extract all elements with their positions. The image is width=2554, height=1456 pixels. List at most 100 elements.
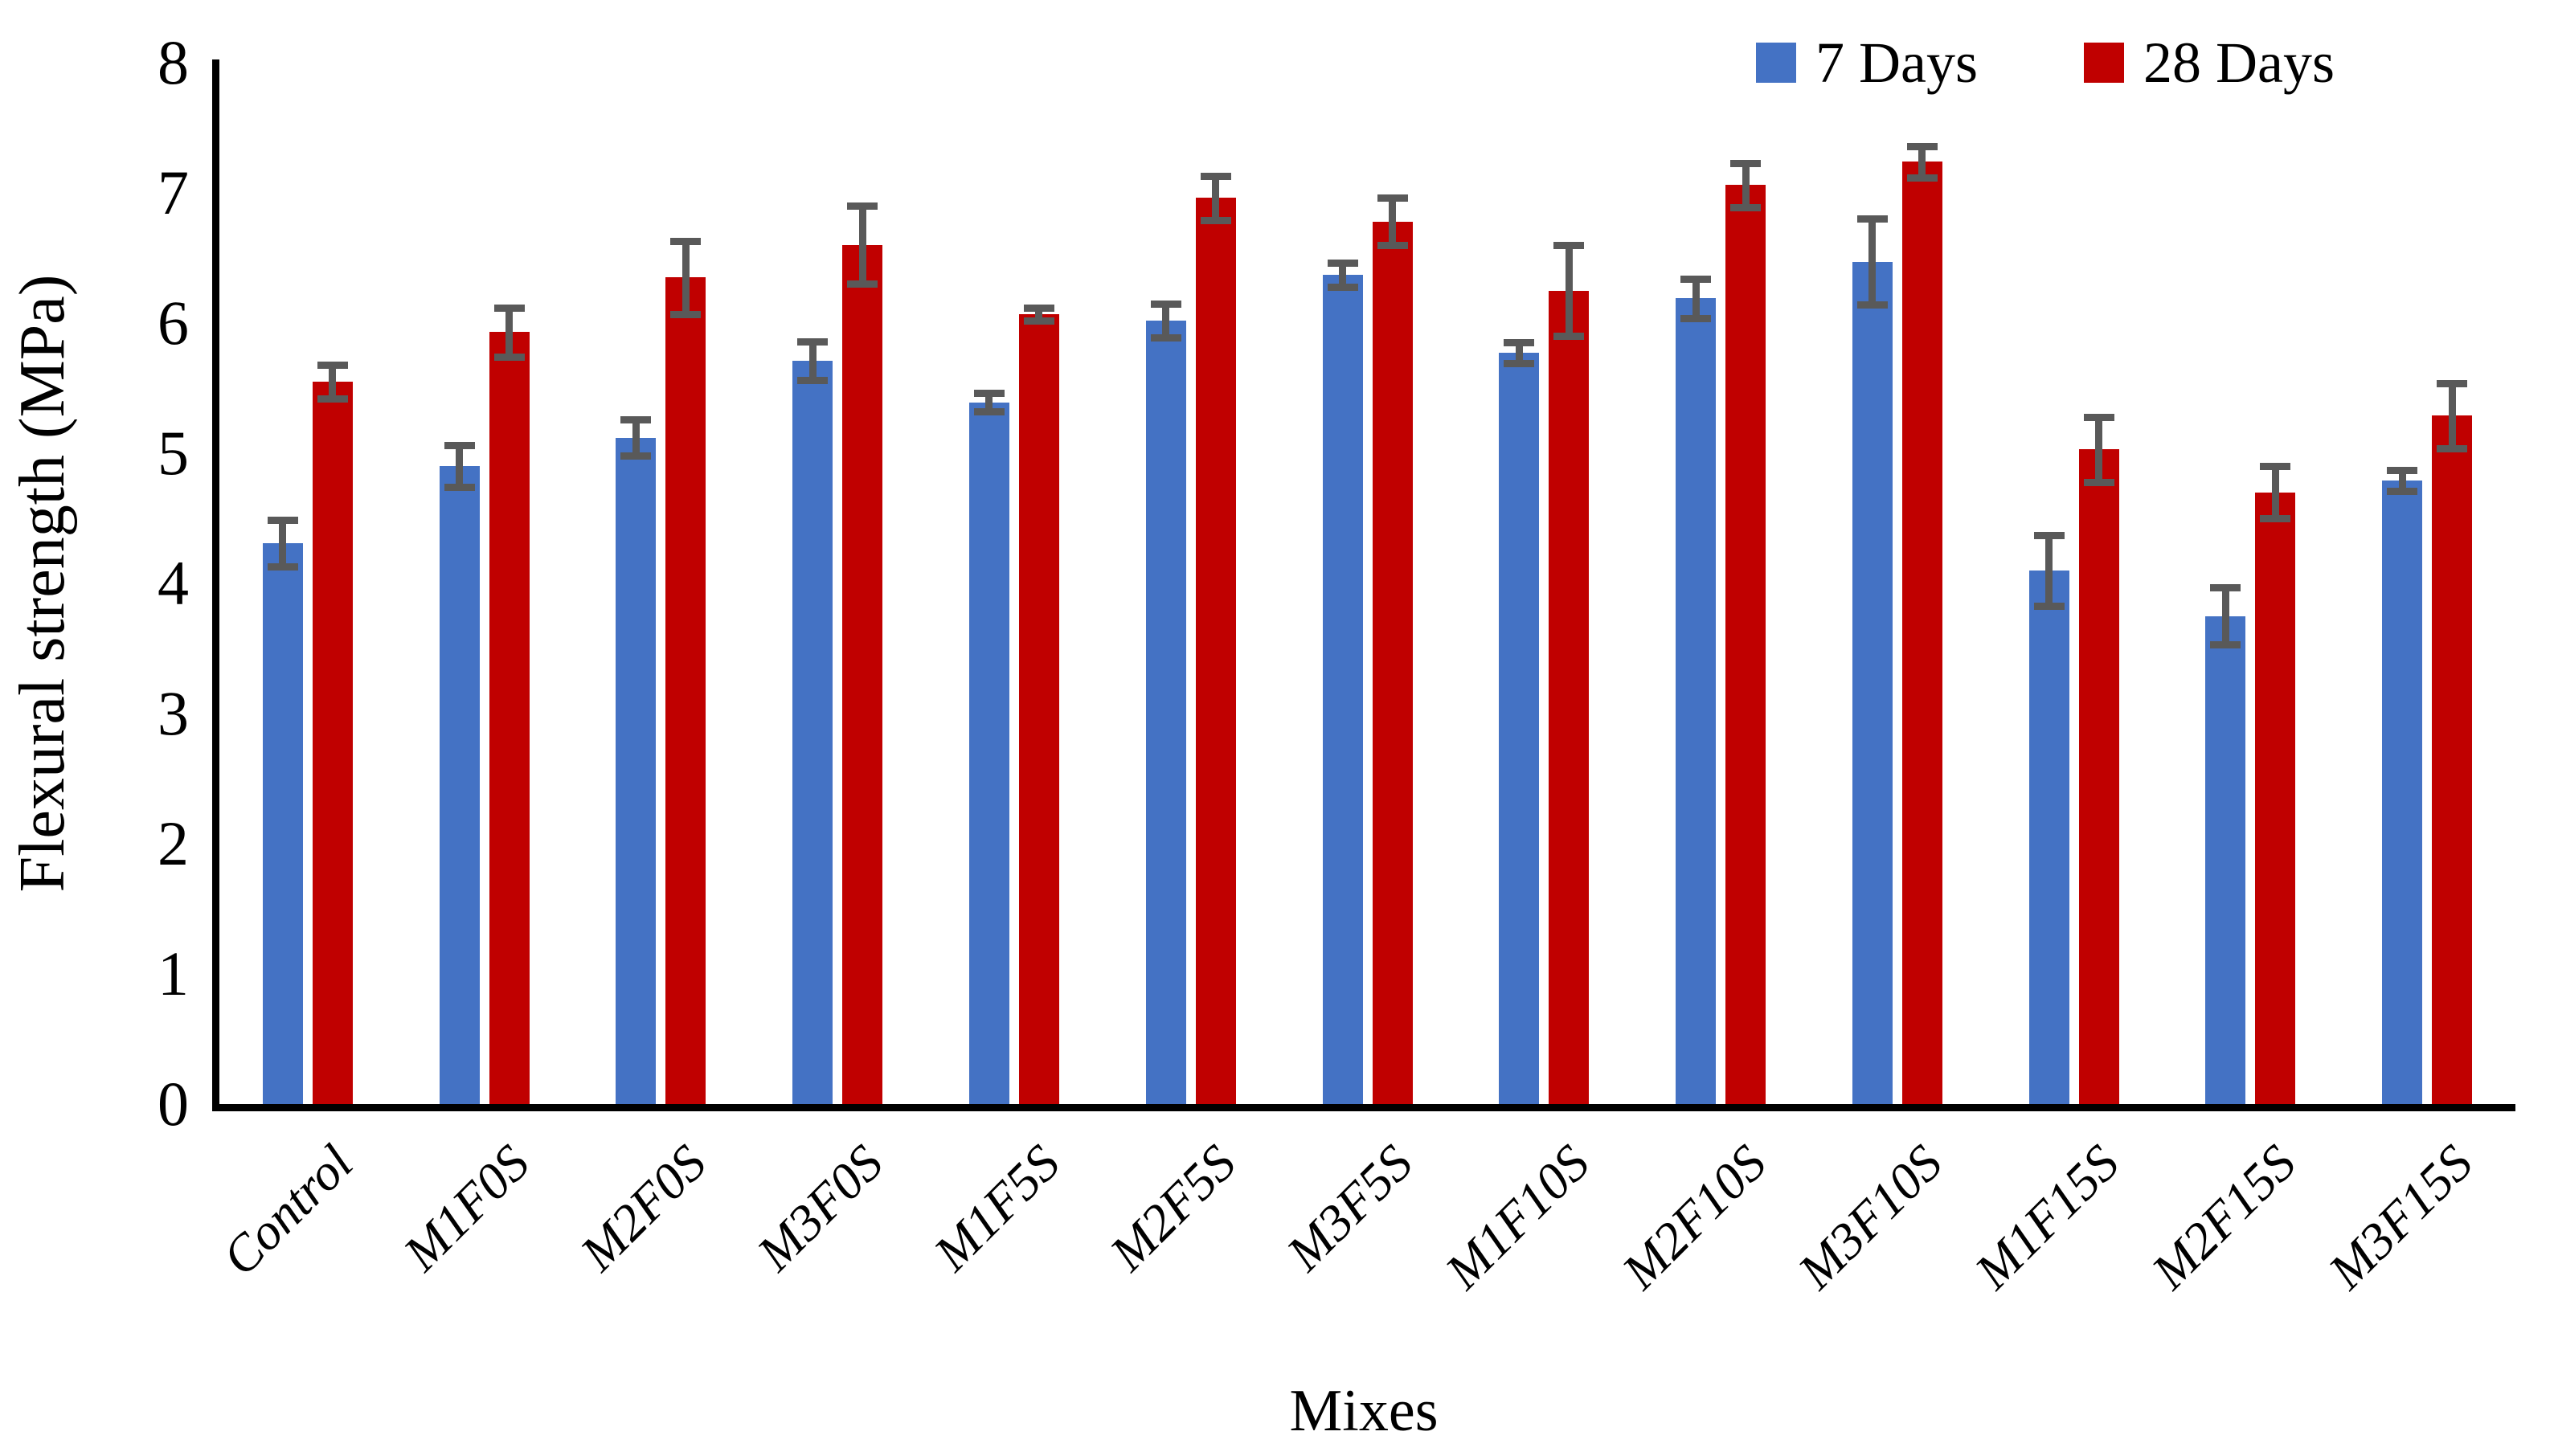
errorbar-bottom-cap: [1327, 283, 1358, 291]
legend: 7 Days 28 Days: [1756, 31, 2335, 95]
y-tick-label-6: 6: [158, 288, 189, 358]
legend-swatch-28days: [2083, 43, 2124, 83]
errorbar-top-cap: [1504, 339, 1535, 347]
legend-item-7days: 7 Days: [1756, 31, 1978, 95]
x-label-m1f10s: M1F10S: [1434, 1134, 1600, 1300]
errorbar-top-cap: [1906, 142, 1938, 150]
errorbar-bottom-cap: [1856, 301, 1888, 309]
errorbar-bottom-cap: [620, 452, 652, 460]
errorbar-top-cap: [973, 390, 1005, 398]
errorbar-bottom-cap: [1023, 317, 1054, 325]
x-axis-title: Mixes: [1289, 1378, 1439, 1444]
errorbar-stem: [808, 341, 817, 381]
errorbar-top-cap: [1680, 275, 1712, 283]
y-tick-label-1: 1: [158, 939, 189, 1008]
errorbar-top-cap: [797, 337, 829, 346]
bar-7days-m3f15s: [2382, 481, 2423, 1104]
bar-7days-m1f15s: [2028, 570, 2069, 1104]
errorbar-top-cap: [2033, 532, 2065, 540]
errorbar-stem: [1918, 145, 1926, 178]
errorbar-bottom-cap: [2083, 478, 2114, 486]
bar-7days-m3f10s: [1852, 261, 1893, 1104]
x-label-m2f5s: M2F5S: [1099, 1134, 1247, 1282]
errorbar-stem: [2448, 382, 2456, 448]
errorbar-bottom-cap: [1150, 333, 1181, 342]
bar-7days-m1f0s: [439, 466, 480, 1104]
bar-28days-m2f0s: [665, 277, 706, 1104]
bar-28days-m1f5s: [1018, 313, 1059, 1104]
errorbar-stem: [2095, 416, 2103, 482]
errorbar-top-cap: [2083, 413, 2114, 421]
y-tick-label-4: 4: [158, 548, 189, 618]
errorbar-bottom-cap: [1730, 203, 1762, 211]
errorbar-stem: [1212, 175, 1220, 221]
errorbar-stem: [2271, 466, 2279, 518]
bar-7days-m2f0s: [616, 437, 657, 1104]
errorbar-bottom-cap: [973, 408, 1005, 416]
bar-28days-m3f10s: [1901, 162, 1942, 1104]
bar-7days-m1f5s: [968, 402, 1009, 1104]
x-label-m3f10s: M3F10S: [1787, 1134, 1954, 1300]
bar-7days-control: [262, 542, 303, 1104]
y-tick-label-7: 7: [158, 157, 189, 227]
bar-28days-m3f5s: [1372, 221, 1413, 1104]
errorbar-bottom-cap: [1553, 333, 1585, 341]
errorbar-stem: [505, 307, 514, 358]
errorbar-stem: [1035, 307, 1043, 321]
errorbar-top-cap: [317, 361, 348, 369]
x-label-m3f0s: M3F0S: [746, 1134, 894, 1282]
y-tick-label-8: 8: [158, 27, 189, 97]
errorbar-stem: [632, 419, 640, 456]
errorbar-bottom-cap: [1906, 174, 1938, 182]
errorbar-top-cap: [493, 304, 525, 312]
bar-28days-m1f15s: [2078, 449, 2119, 1104]
x-label-m1f0s: M1F0S: [392, 1134, 541, 1282]
errorbar-bottom-cap: [2210, 641, 2241, 649]
bar-7days-m2f10s: [1676, 298, 1717, 1104]
bar-28days-m3f0s: [842, 244, 883, 1104]
x-label-m2f0s: M2F0S: [569, 1134, 717, 1282]
errorbar-stem: [456, 445, 464, 488]
errorbar-top-cap: [1150, 300, 1181, 308]
errorbar-stem: [858, 206, 866, 284]
errorbar-top-cap: [1023, 304, 1054, 312]
errorbar-top-cap: [2387, 467, 2418, 475]
x-label-m2f10s: M2F10S: [1611, 1134, 1777, 1300]
x-label-m2f15s: M2F15S: [2140, 1134, 2306, 1300]
errorbar-top-cap: [1327, 260, 1358, 268]
errorbar-top-cap: [1730, 159, 1762, 167]
errorbar-bottom-cap: [1200, 217, 1231, 225]
errorbar-bottom-cap: [2387, 487, 2418, 495]
errorbar-top-cap: [2437, 379, 2468, 387]
x-label-m1f15s: M1F15S: [1964, 1134, 2130, 1300]
bar-7days-m3f0s: [792, 360, 833, 1104]
errorbar-stem: [1692, 278, 1700, 318]
errorbar-stem: [2221, 587, 2229, 645]
errorbar-bottom-cap: [2437, 444, 2468, 452]
bar-28days-m1f0s: [489, 332, 530, 1104]
errorbar-bottom-cap: [670, 310, 702, 318]
errorbar-top-cap: [267, 516, 298, 524]
errorbar-bottom-cap: [1377, 241, 1408, 249]
bar-7days-m1f10s: [1499, 353, 1540, 1104]
errorbar-stem: [985, 393, 993, 412]
errorbar-top-cap: [1553, 241, 1585, 249]
errorbar-stem: [2398, 470, 2406, 491]
errorbar-stem: [1389, 198, 1396, 245]
legend-label-28days: 28 Days: [2143, 31, 2335, 95]
errorbar-top-cap: [1377, 194, 1408, 202]
legend-swatch-7days: [1756, 43, 1796, 83]
errorbar-bottom-cap: [317, 395, 348, 403]
bar-28days-m2f10s: [1725, 185, 1766, 1104]
bar-28days-m2f5s: [1195, 198, 1236, 1104]
legend-item-28days: 28 Days: [2083, 31, 2335, 95]
x-label-m1f5s: M1F5S: [923, 1134, 1070, 1282]
errorbar-stem: [279, 519, 287, 566]
errorbar-top-cap: [2210, 583, 2241, 591]
y-tick-label-3: 3: [158, 678, 189, 748]
bar-7days-m2f5s: [1145, 320, 1186, 1104]
bar-28days-m3f15s: [2432, 415, 2473, 1104]
bar-28days-m2f15s: [2255, 492, 2296, 1104]
errorbar-top-cap: [620, 415, 652, 423]
